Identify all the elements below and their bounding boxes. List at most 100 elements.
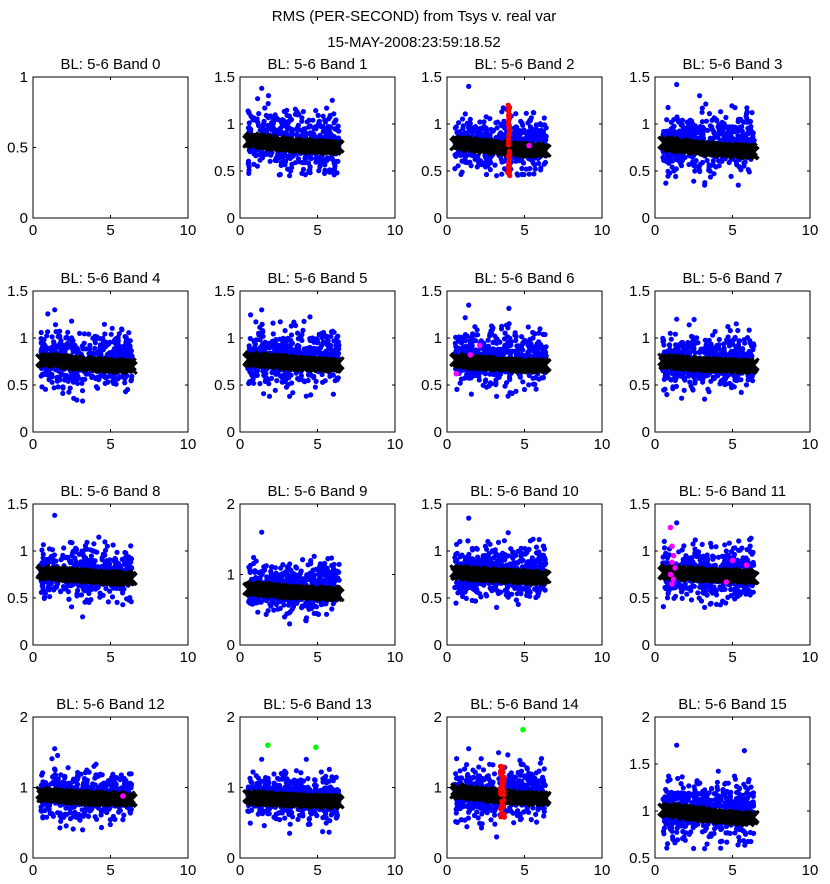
scatter-point [534, 136, 539, 141]
scatter-point [543, 160, 548, 165]
scatter-point [739, 128, 744, 133]
scatter-point [538, 167, 543, 172]
scatter-point [494, 348, 499, 353]
scatter-point [708, 163, 713, 168]
y-tick-label: 0.5 [421, 163, 442, 180]
scatter-point [689, 334, 694, 339]
scatter-point [454, 387, 459, 392]
scatter-point [536, 339, 541, 344]
scatter-point [526, 129, 531, 134]
scatter-point [95, 351, 100, 356]
scatter-point [93, 376, 98, 381]
scatter-point [263, 376, 268, 381]
scatter-point [316, 168, 321, 173]
scatter-point [112, 346, 117, 351]
scatter-point [478, 158, 483, 163]
scatter-point [333, 119, 338, 124]
scatter-point [729, 134, 734, 139]
scatter-point [681, 345, 686, 350]
scatter-point [690, 386, 695, 391]
x-tick-label: 0 [29, 222, 37, 239]
scatter-point [740, 346, 745, 351]
scatter-point [53, 322, 58, 327]
scatter-point [75, 374, 80, 379]
scatter-point [750, 374, 755, 379]
scatter-point [685, 120, 690, 125]
scatter-point [687, 322, 692, 327]
y-tick-label: 1.5 [214, 69, 235, 86]
scatter-point [77, 331, 82, 336]
scatter-point [66, 390, 71, 395]
y-tick-label: 1 [434, 330, 442, 347]
scatter-point [702, 397, 707, 402]
scatter-point [490, 129, 495, 134]
y-tick-label: 0.5 [629, 377, 650, 394]
scatter-point [666, 161, 671, 166]
scatter-point [673, 332, 678, 337]
scatter-point [481, 383, 486, 388]
scatter-point [330, 329, 335, 334]
flagged-point [507, 116, 512, 121]
scatter-point [96, 535, 101, 540]
scatter-point [467, 160, 472, 165]
scatter-point [319, 343, 324, 348]
scatter-point [520, 347, 525, 352]
scatter-point [692, 168, 697, 173]
scatter-point [527, 172, 532, 177]
flagged-point [506, 142, 511, 147]
scatter-point [456, 163, 461, 168]
subplot-title: BL: 5-6 Band 1 [267, 56, 367, 73]
scatter-point [86, 351, 91, 356]
scatter-point [91, 561, 96, 566]
scatter-point [254, 371, 259, 376]
scatter-point [725, 324, 730, 329]
scatter-point [676, 158, 681, 163]
y-tick-label: 0.5 [629, 163, 650, 180]
scatter-point [526, 324, 531, 329]
x-tick-label: 10 [594, 222, 611, 239]
scatter-point [518, 119, 523, 124]
scatter-point [41, 552, 46, 557]
scatter-point [50, 348, 55, 353]
scatter-point [454, 124, 459, 129]
scatter-point [335, 353, 340, 358]
scatter-point [502, 384, 507, 389]
scatter-point [269, 376, 274, 381]
scatter-point [324, 158, 329, 163]
scatter-point [513, 111, 518, 116]
scatter-point [477, 126, 482, 131]
scatter-point [324, 106, 329, 111]
scatter-point [107, 557, 112, 562]
scatter-point [273, 388, 278, 393]
scatter-point [731, 337, 736, 342]
scatter-point [255, 164, 260, 169]
scatter-point [711, 130, 716, 135]
scatter-point [60, 386, 65, 391]
scatter-point [530, 376, 535, 381]
scatter-point [747, 328, 752, 333]
scatter-point [285, 113, 290, 118]
scatter-point [733, 125, 738, 130]
scatter-point [736, 119, 741, 124]
y-tick-label: 0 [20, 424, 28, 441]
y-tick-label: 1.5 [629, 283, 650, 300]
scatter-point [735, 328, 740, 333]
scatter-point [326, 126, 331, 131]
scatter-point [75, 381, 80, 386]
scatter-point [543, 136, 548, 141]
scatter-point [488, 167, 493, 172]
x-tick-label: 10 [387, 222, 404, 239]
scatter-point [45, 329, 50, 334]
scatter-point [66, 597, 71, 602]
scatter-point [703, 101, 708, 106]
scatter-point [322, 127, 327, 132]
scatter-point [112, 338, 117, 343]
scatter-point [669, 337, 674, 342]
scatter-point [707, 111, 712, 116]
scatter-point [332, 172, 337, 177]
scatter-point [501, 119, 506, 124]
y-tick-label: 0.5 [7, 377, 28, 394]
scatter-point [749, 344, 754, 349]
